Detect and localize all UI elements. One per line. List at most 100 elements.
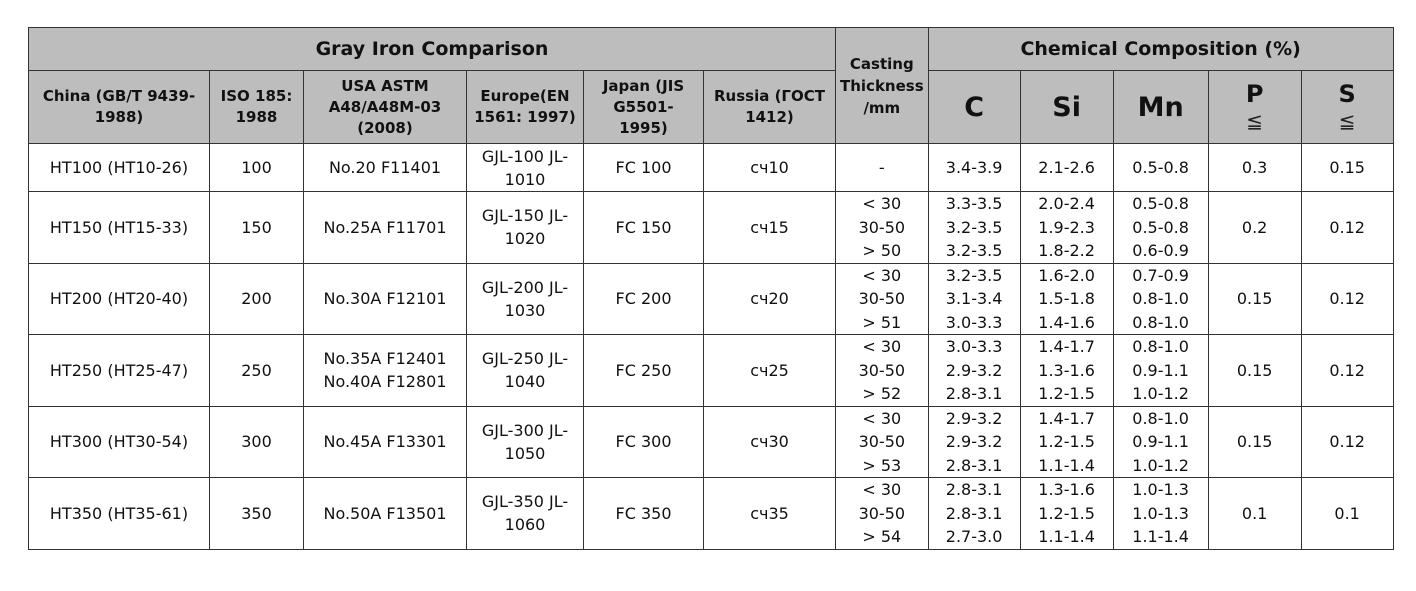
cell-carbon-line: 3.0-3.3	[945, 312, 1003, 332]
cell-manganese-line: 0.9-1.1	[1132, 432, 1189, 451]
table-body: HT100 (HT10-26) 100 No.20 F11401 GJL-100 JL…	[28, 143, 1394, 550]
cell-silicon: 2.0-2.4 1.9-2.3 1.8-2.2	[1019, 191, 1114, 264]
cell-casting-thickness-line: -	[878, 157, 885, 177]
cell-usa-grade: No.30A F12101	[303, 262, 467, 335]
gray-iron-comparison-table: Gray Iron Comparison Casting Thickness /…	[28, 27, 1394, 550]
cell-carbon: 3.2-3.5 3.1-3.4 3.0-3.3	[927, 262, 1021, 335]
header-s: S ≦	[1300, 70, 1394, 144]
cell-manganese-line: 0.9-1.1	[1132, 360, 1189, 380]
cell-silicon-line: 1.5-1.8	[1038, 289, 1095, 308]
cell-casting-thickness-line: 30-50	[858, 503, 906, 523]
cell-manganese-line: 0.5-0.8	[1132, 217, 1189, 237]
table-row: HT150 (HT15-33) 150 No.25A F11701 GJL-150 J…	[28, 191, 1394, 264]
cell-silicon-line: 1.4-1.7	[1038, 408, 1095, 428]
cell-sulfur: 0.12	[1300, 334, 1394, 407]
cell-casting-thickness: -	[835, 143, 929, 192]
cell-japan-grade: FC 100	[583, 143, 704, 192]
cell-manganese: 0.8-1.0 0.9-1.1 1.0-1.2	[1112, 334, 1209, 407]
header-p: P ≦	[1207, 70, 1302, 144]
cell-silicon: 1.3-1.6 1.2-1.5 1.1-1.4	[1019, 477, 1114, 550]
table-row: HT300 (HT30-54) 300 No.45A F13301 GJL-300 J…	[28, 405, 1394, 478]
header-si: Si	[1019, 70, 1114, 144]
cell-russia-grade: сч35	[703, 477, 836, 550]
cell-manganese-line: 1.0-1.2	[1132, 455, 1189, 475]
less-equal-symbol-s: ≦	[1338, 108, 1356, 133]
cell-casting-thickness-line: 30-50	[858, 432, 906, 451]
cell-iso-grade: 150	[209, 191, 304, 264]
cell-silicon: 1.4-1.7 1.3-1.6 1.2-1.5	[1019, 334, 1114, 407]
cell-iso-grade: 250	[209, 334, 304, 407]
cell-silicon: 1.4-1.7 1.2-1.5 1.1-1.4	[1019, 405, 1114, 478]
cell-casting-thickness-line: > 53	[862, 455, 902, 475]
cell-china-grade: HT100 (HT10-26)	[28, 143, 210, 192]
cell-sulfur: 0.1	[1300, 477, 1394, 550]
table-title: Gray Iron Comparison	[28, 27, 836, 71]
cell-manganese-line: 1.0-1.3	[1132, 503, 1189, 523]
table-row: HT250 (HT25-47) 250 No.35A F12401 No.40A F1…	[28, 334, 1394, 407]
cell-usa-grade-line: No.45A F13301	[323, 432, 447, 451]
cell-silicon-line: 1.3-1.6	[1038, 480, 1095, 499]
cell-manganese-line: 0.6-0.9	[1132, 241, 1189, 260]
cell-carbon-line: 3.0-3.3	[945, 337, 1003, 356]
cell-carbon: 3.0-3.3 2.9-3.2 2.8-3.1	[927, 334, 1021, 407]
cell-silicon-line: 1.2-1.5	[1038, 384, 1095, 403]
cell-silicon-line: 1.4-1.6	[1038, 312, 1095, 332]
chemical-composition-title: Chemical Composition (%)	[927, 27, 1394, 71]
cell-usa-grade: No.25A F11701	[303, 191, 467, 264]
cell-japan-grade: FC 150	[583, 191, 704, 264]
cell-manganese-line: 0.8-1.0	[1132, 337, 1189, 356]
header-casting-thickness: Casting Thickness /mm	[835, 27, 929, 144]
cell-silicon-line: 2.1-2.6	[1038, 157, 1095, 177]
cell-china-grade: HT350 (HT35-61)	[28, 477, 210, 550]
cell-europe-grade: GJL-300 JL-1050	[466, 405, 584, 478]
cell-russia-grade: сч30	[703, 405, 836, 478]
cell-manganese-line: 0.5-0.8	[1132, 157, 1189, 177]
cell-phosphorus: 0.1	[1207, 477, 1302, 550]
table-row: HT100 (HT10-26) 100 No.20 F11401 GJL-100 JL…	[28, 143, 1394, 192]
header-s-label: S	[1338, 79, 1356, 108]
table-row: HT350 (HT35-61) 350 No.50A F13501 GJL-350 J…	[28, 477, 1394, 550]
cell-carbon-line: 2.8-3.1	[945, 455, 1003, 475]
cell-manganese: 0.7-0.9 0.8-1.0 0.8-1.0	[1112, 262, 1209, 335]
cell-carbon-line: 3.2-3.5	[945, 265, 1003, 285]
cell-carbon: 3.3-3.5 3.2-3.5 3.2-3.5	[927, 191, 1021, 264]
cell-japan-grade: FC 350	[583, 477, 704, 550]
cell-iso-grade: 100	[209, 143, 304, 192]
cell-usa-grade: No.50A F13501	[303, 477, 467, 550]
cell-sulfur: 0.12	[1300, 405, 1394, 478]
cell-silicon: 2.1-2.6	[1019, 143, 1114, 192]
cell-carbon-line: 2.8-3.1	[945, 480, 1003, 499]
cell-manganese-line: 0.8-1.0	[1132, 312, 1189, 332]
cell-usa-grade-line: No.25A F11701	[323, 217, 447, 237]
cell-manganese-line: 0.5-0.8	[1132, 194, 1189, 213]
cell-casting-thickness-line: 30-50	[858, 360, 906, 380]
header-russia: Russia (ГОСТ 1412)	[703, 70, 836, 144]
cell-sulfur: 0.12	[1300, 191, 1394, 264]
cell-japan-grade: FC 300	[583, 405, 704, 478]
cell-carbon-line: 3.2-3.5	[945, 217, 1003, 237]
cell-iso-grade: 200	[209, 262, 304, 335]
cell-china-grade: HT300 (HT30-54)	[28, 405, 210, 478]
cell-manganese: 0.5-0.8 0.5-0.8 0.6-0.9	[1112, 191, 1209, 264]
less-equal-symbol-p: ≦	[1246, 108, 1263, 133]
cell-silicon-line: 1.6-2.0	[1038, 265, 1095, 285]
cell-manganese-line: 1.0-1.2	[1132, 384, 1189, 403]
cell-casting-thickness-line: > 51	[862, 312, 902, 332]
cell-phosphorus: 0.15	[1207, 262, 1302, 335]
cell-phosphorus: 0.15	[1207, 334, 1302, 407]
cell-carbon-line: 2.7-3.0	[945, 527, 1003, 546]
cell-carbon-line: 2.8-3.1	[945, 503, 1003, 523]
cell-casting-thickness-line: < 30	[862, 265, 902, 285]
cell-casting-thickness: < 30 30-50 > 53	[835, 405, 929, 478]
header-p-label: P	[1245, 79, 1264, 108]
cell-europe-grade: GJL-350 JL-1060	[466, 477, 584, 550]
cell-carbon-line: 3.4-3.9	[945, 157, 1003, 177]
cell-europe-grade: GJL-250 JL-1040	[466, 334, 584, 407]
cell-japan-grade: FC 200	[583, 262, 704, 335]
cell-carbon-line: 3.2-3.5	[945, 241, 1003, 260]
cell-manganese-line: 0.8-1.0	[1132, 408, 1189, 428]
cell-carbon: 2.8-3.1 2.8-3.1 2.7-3.0	[927, 477, 1021, 550]
cell-casting-thickness-line: < 30	[862, 408, 902, 428]
cell-carbon: 3.4-3.9	[927, 143, 1021, 192]
cell-iso-grade: 350	[209, 477, 304, 550]
